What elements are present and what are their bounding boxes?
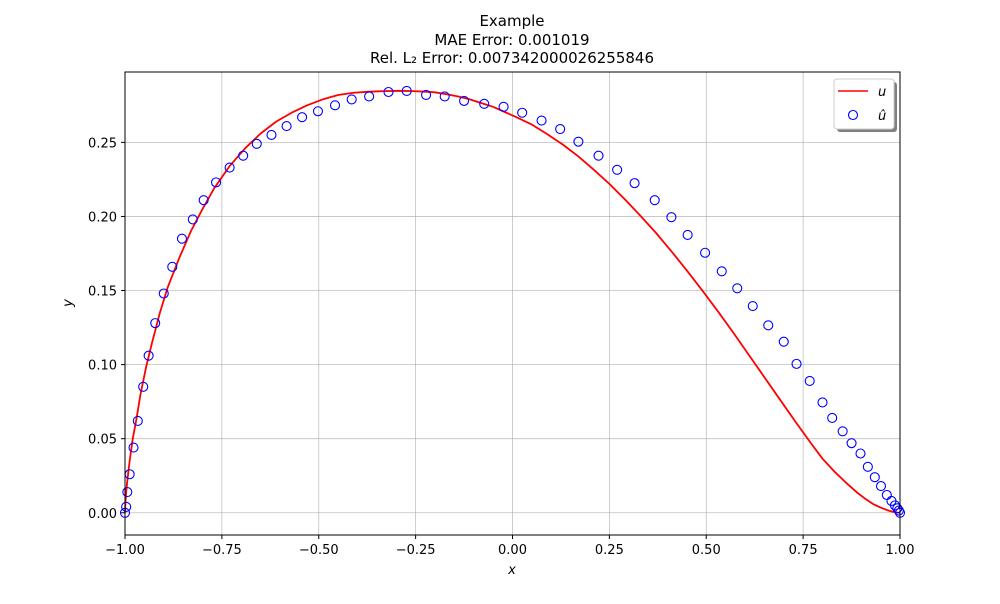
scatter-point-u-hat bbox=[364, 91, 375, 102]
scatter-point-u-hat bbox=[459, 95, 470, 106]
scatter-point-u-hat bbox=[875, 481, 887, 492]
scatter-point-u-hat bbox=[312, 106, 324, 117]
scatter-point-u-hat bbox=[498, 101, 509, 112]
scatter-point-u-hat bbox=[401, 85, 412, 97]
x-tick-label: 0.00 bbox=[498, 543, 527, 558]
scatter-point-u-hat bbox=[804, 375, 815, 386]
scatter-point-u-hat bbox=[158, 288, 169, 299]
scatter-point-u-hat bbox=[855, 448, 866, 459]
plot-area bbox=[119, 85, 906, 518]
scatter-point-u-hat bbox=[138, 381, 149, 392]
scatter-point-u-hat bbox=[747, 301, 758, 312]
scatter-point-u-hat bbox=[827, 412, 838, 424]
y-tick-label: 0.25 bbox=[88, 136, 117, 151]
x-tick-label: −0.75 bbox=[202, 543, 242, 558]
x-tick-label: 0.75 bbox=[789, 543, 818, 558]
y-tick-label: 0.20 bbox=[88, 210, 117, 225]
scatter-point-u-hat bbox=[439, 91, 450, 102]
x-tick-label: −0.25 bbox=[396, 543, 436, 558]
chart-title: Example MAE Error: 0.001019 Rel. L₂ Erro… bbox=[370, 12, 654, 67]
scatter-point-u-hat bbox=[869, 472, 880, 483]
series-line-u bbox=[124, 89, 901, 514]
scatter-point-u-hat bbox=[150, 318, 161, 329]
scatter-point-u-hat bbox=[224, 162, 235, 173]
ticks: −1.00 −0.75 −0.50 −0.25 0.00 0.25 0.50 0.75 1.00… bbox=[88, 136, 914, 558]
scatter-point-u-hat bbox=[593, 150, 604, 161]
scatter-point-u-hat bbox=[187, 214, 198, 225]
x-tick-label: 0.50 bbox=[692, 543, 721, 558]
scatter-point-u-hat bbox=[122, 486, 133, 498]
scatter-point-u-hat bbox=[238, 150, 249, 161]
scatter-point-u-hat bbox=[889, 500, 901, 511]
x-tick-label: 0.25 bbox=[595, 543, 624, 558]
scatter-point-u-hat bbox=[837, 426, 848, 437]
legend: u û bbox=[833, 78, 897, 132]
scatter-point-u-hat bbox=[716, 266, 727, 277]
scatter-point-u-hat bbox=[121, 501, 132, 512]
legend-label-u-hat: û bbox=[878, 109, 886, 124]
legend-label-u: u bbox=[878, 85, 886, 100]
scatter-point-u-hat bbox=[421, 89, 432, 101]
scatter-point-u-hat bbox=[791, 358, 802, 369]
y-axis-label: y bbox=[61, 299, 76, 308]
x-tick-label: −0.50 bbox=[299, 543, 339, 558]
scatter-point-u-hat bbox=[128, 442, 139, 453]
scatter-point-u-hat bbox=[629, 178, 640, 189]
scatter-point-u-hat bbox=[167, 261, 178, 272]
title-line-1: Example bbox=[479, 12, 544, 30]
scatter-point-u-hat bbox=[517, 107, 528, 118]
scatter-point-u-hat bbox=[778, 336, 789, 347]
scatter-point-u-hat bbox=[732, 283, 743, 294]
scatter-point-u-hat bbox=[266, 129, 277, 141]
scatter-point-u-hat bbox=[666, 212, 677, 223]
scatter-point-u-hat bbox=[893, 505, 904, 516]
scatter-point-u-hat bbox=[817, 397, 828, 408]
scatter-point-u-hat bbox=[251, 138, 262, 149]
scatter-point-u-hat bbox=[211, 177, 222, 188]
scatter-point-u-hat bbox=[281, 121, 292, 132]
scatter-point-u-hat bbox=[536, 115, 547, 126]
grid bbox=[124, 72, 901, 535]
scatter-point-u-hat bbox=[198, 195, 209, 206]
y-tick-label: 0.05 bbox=[88, 433, 117, 448]
scatter-point-u-hat bbox=[143, 350, 154, 361]
y-tick-label: 0.10 bbox=[88, 359, 117, 374]
scatter-point-u-hat bbox=[612, 164, 623, 175]
scatter-point-u-hat bbox=[682, 229, 693, 241]
scatter-point-u-hat bbox=[649, 195, 660, 206]
scatter-point-u-hat bbox=[700, 247, 711, 258]
title-line-2: MAE Error: 0.001019 bbox=[434, 31, 589, 49]
scatter-point-u-hat bbox=[346, 94, 357, 105]
y-tick-label: 0.00 bbox=[88, 507, 117, 522]
legend-marker-swatch bbox=[847, 109, 859, 121]
scatter-point-u-hat bbox=[132, 415, 143, 426]
scatter-point-u-hat bbox=[479, 98, 490, 109]
scatter-point-u-hat bbox=[176, 233, 188, 244]
scatter-point-u-hat bbox=[383, 86, 394, 98]
scatter-point-u-hat bbox=[846, 438, 857, 449]
scatter-point-u-hat bbox=[763, 320, 774, 331]
y-tick-label: 0.15 bbox=[88, 285, 117, 300]
scatter-point-u-hat bbox=[297, 112, 308, 123]
scatter-point-u-hat bbox=[329, 100, 341, 111]
scatter-point-u-hat bbox=[862, 461, 873, 472]
x-axis-label: x bbox=[507, 563, 516, 578]
title-line-3: Rel. L₂ Error: 0.007342000026255846 bbox=[370, 49, 654, 67]
scatter-point-u-hat bbox=[573, 136, 584, 147]
x-tick-label: 1.00 bbox=[886, 543, 915, 558]
x-tick-label: −1.00 bbox=[105, 543, 145, 558]
scatter-point-u-hat bbox=[555, 123, 566, 135]
